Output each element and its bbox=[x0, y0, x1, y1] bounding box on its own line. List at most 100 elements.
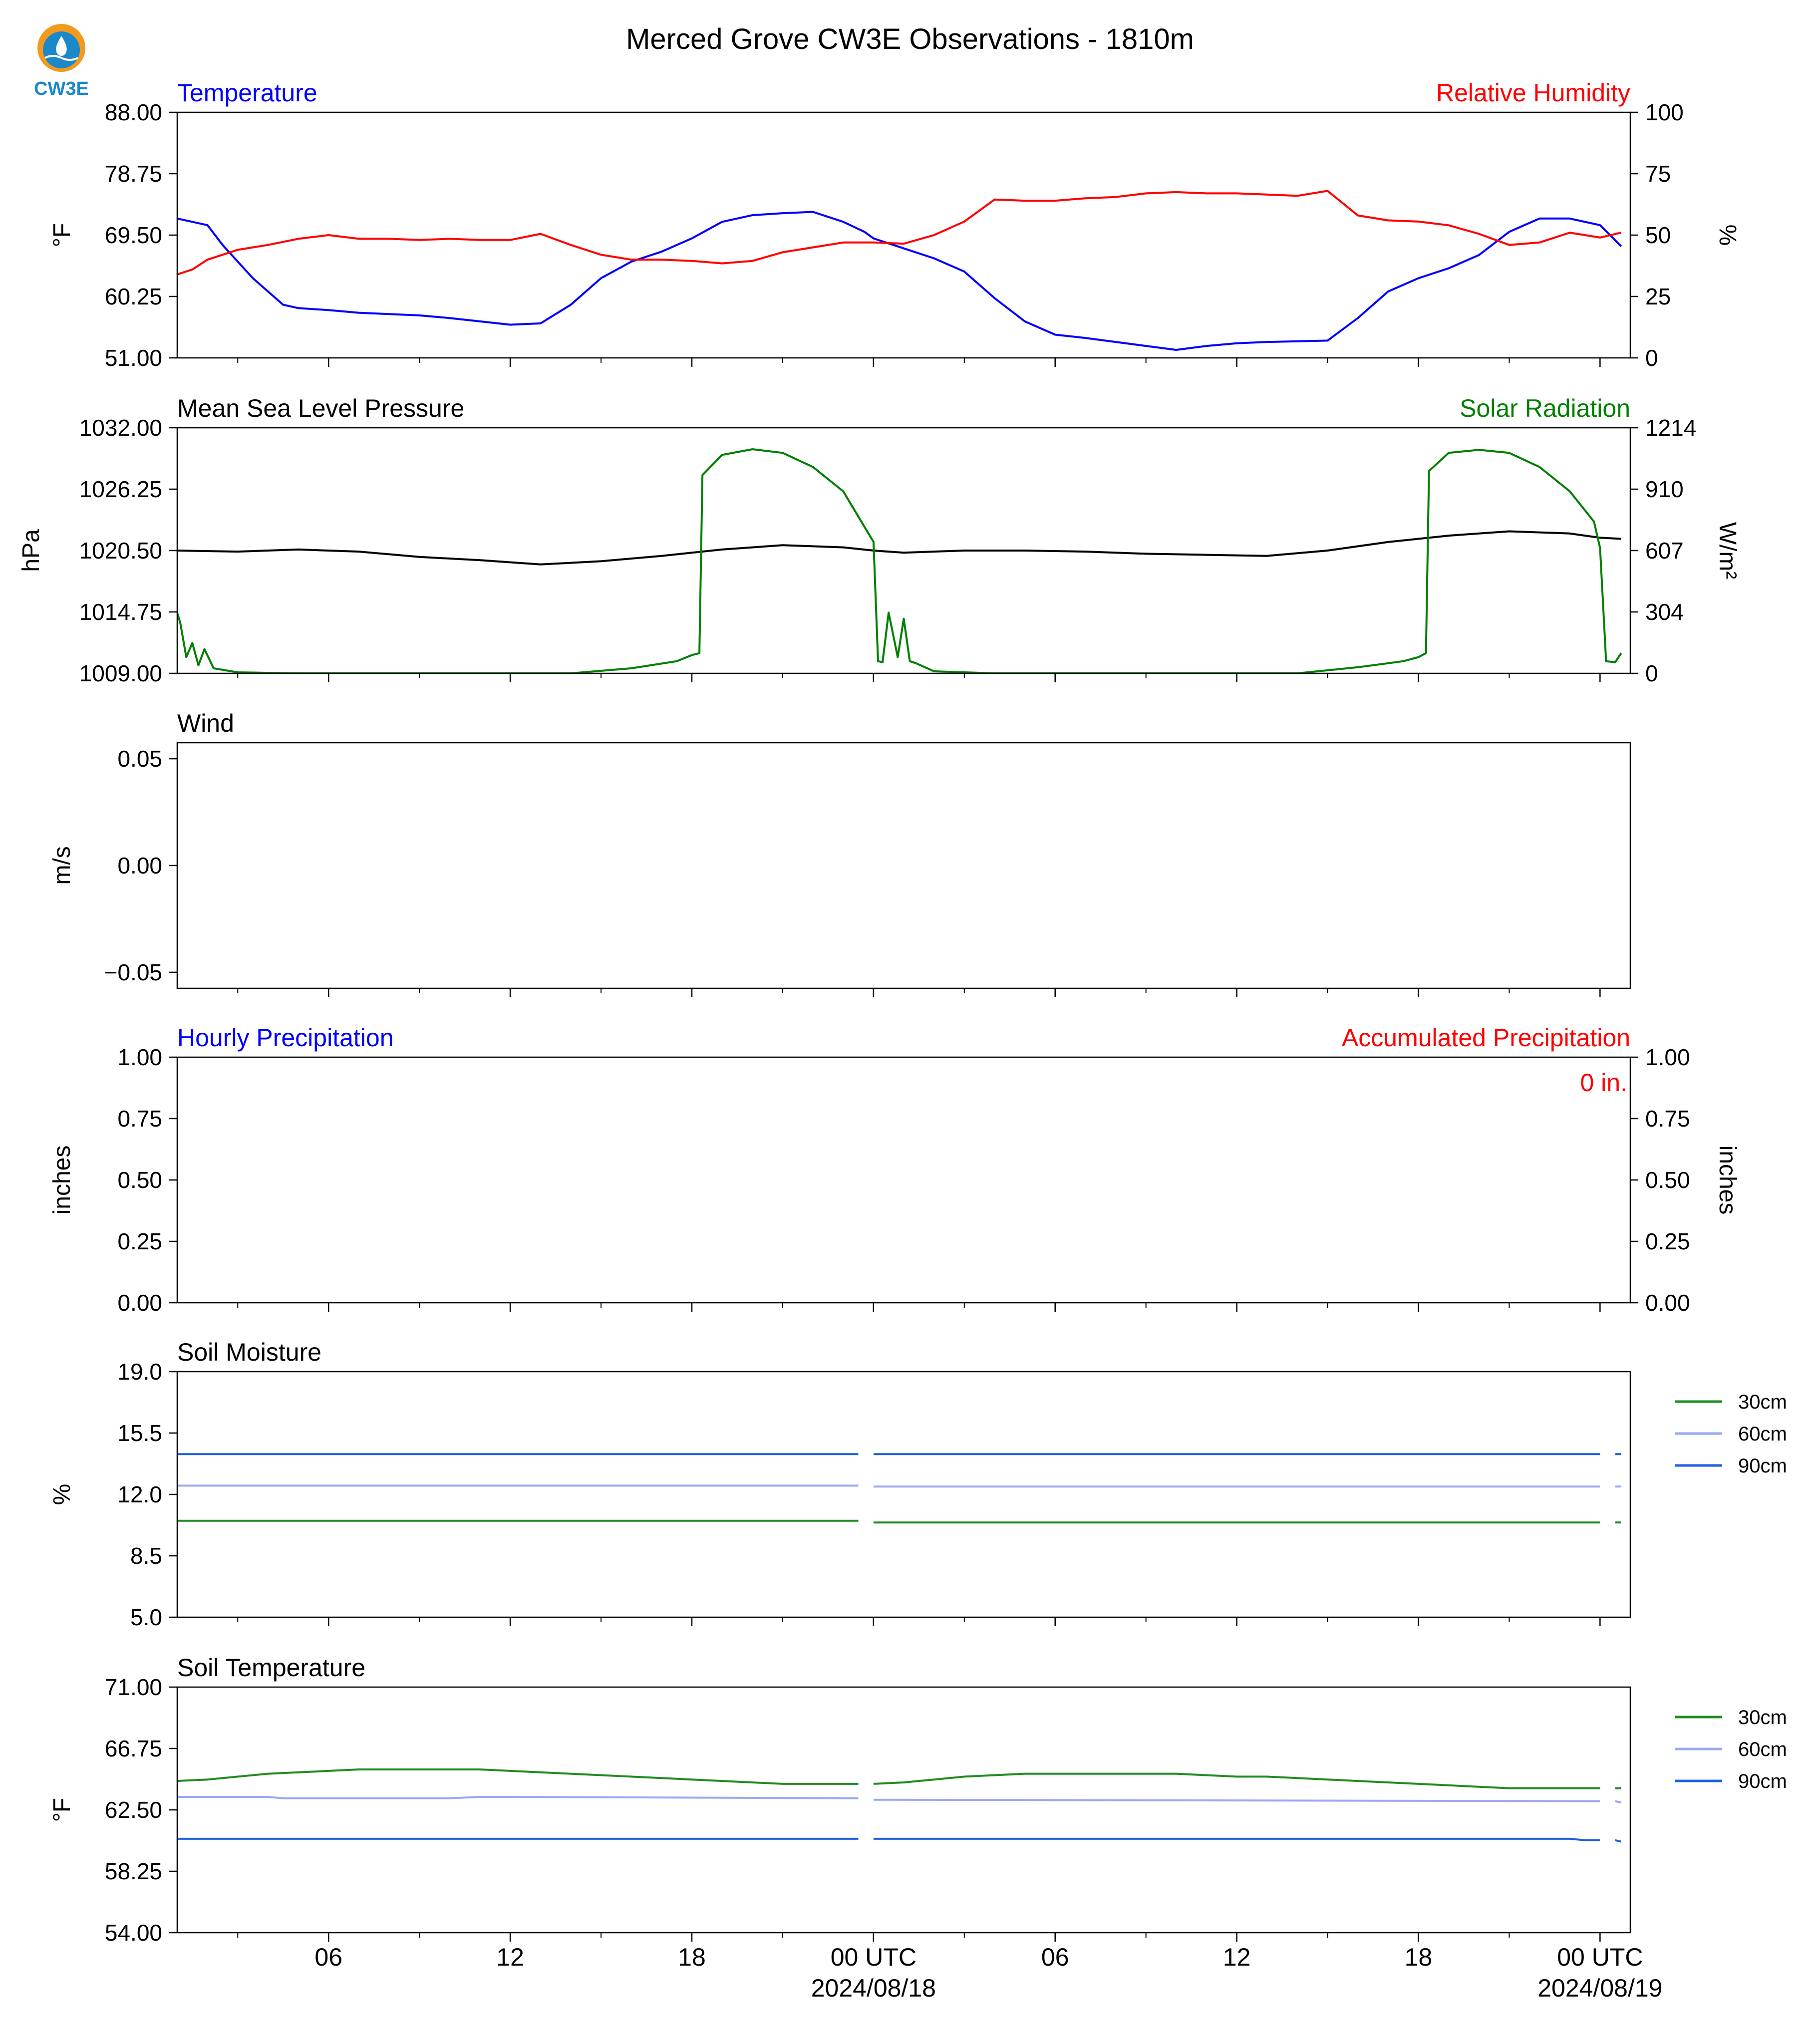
y-tick-label-right: 75 bbox=[1645, 161, 1671, 187]
y-tick-label-left: 8.5 bbox=[130, 1543, 162, 1569]
y-axis-label-left: °F bbox=[49, 223, 75, 248]
accumulated-total-label: 0 in. bbox=[1580, 1069, 1627, 1097]
y-tick-label-right: 607 bbox=[1645, 538, 1684, 564]
cw3e-logo: CW3E bbox=[34, 24, 89, 99]
y-tick-label-right: 0.75 bbox=[1645, 1106, 1690, 1132]
y-tick-label-right: 0.00 bbox=[1645, 1290, 1690, 1316]
series-group bbox=[177, 190, 1622, 351]
panel-soil_moisture: 5.0 8.5 12.0 15.5 19.0 Soil Moisture% 30cm 60cm… bbox=[49, 1338, 1787, 1630]
panel-title-left: Hourly Precipitation bbox=[177, 1024, 394, 1052]
x-tick-label: 00 UTC bbox=[1557, 1943, 1643, 1971]
y-tick-label-left: 1009.00 bbox=[79, 660, 162, 686]
x-tick-label: 18 bbox=[1405, 1943, 1433, 1971]
y-tick-label-left: 60.25 bbox=[105, 284, 162, 309]
panel-title-left: Soil Moisture bbox=[177, 1338, 321, 1366]
series-group bbox=[177, 448, 1622, 673]
x-tick-label: 18 bbox=[678, 1943, 706, 1971]
y-tick-label-left: 1020.50 bbox=[79, 538, 162, 564]
y-tick-label-left: 71.00 bbox=[105, 1674, 162, 1700]
y-tick-label-right: 910 bbox=[1645, 476, 1684, 502]
panels: 51.00 60.25 69.50 78.75 88.00 0 25 50 75 100 Tempe… bbox=[18, 79, 1787, 1946]
panel-title-right: Accumulated Precipitation bbox=[1342, 1024, 1630, 1052]
y-tick-label-left: 66.75 bbox=[105, 1736, 162, 1761]
series-group bbox=[177, 1453, 1621, 1524]
y-tick-label-left: 88.00 bbox=[105, 99, 162, 125]
y-tick-label-left: 0.05 bbox=[117, 746, 162, 772]
y-tick-label-right: 0.50 bbox=[1645, 1167, 1690, 1193]
series-line-temperature bbox=[177, 211, 1622, 351]
y-tick-label-left: 1014.75 bbox=[79, 599, 162, 625]
panel-soil_temperature: 54.00 58.25 62.50 66.75 71.00 Soil Temperatur… bbox=[49, 1654, 1787, 1946]
legend-label-30cm: 30cm bbox=[1738, 1707, 1787, 1729]
panel-temperature_rh: 51.00 60.25 69.50 78.75 88.00 0 25 50 75 100 Tempe… bbox=[49, 79, 1741, 371]
series-line-90cm bbox=[873, 1837, 1600, 1841]
panel-title-left: Wind bbox=[177, 709, 234, 737]
series-line-30cm bbox=[177, 1768, 859, 1785]
y-axis-label-left: % bbox=[49, 1484, 75, 1505]
y-tick-label-left: 1.00 bbox=[117, 1044, 162, 1070]
y-tick-label-right: 0 bbox=[1645, 660, 1658, 686]
panel-title-left: Mean Sea Level Pressure bbox=[177, 394, 464, 422]
y-tick-label-right: 304 bbox=[1645, 599, 1684, 625]
logo-text: CW3E bbox=[34, 78, 89, 99]
panel-precipitation: 0.00 0.25 0.50 0.75 1.00 0.00 0.25 0.50 0.75 1.00… bbox=[49, 1024, 1741, 1316]
y-tick-label-right: 1214 bbox=[1645, 415, 1696, 441]
y-axis-label-right: W/m² bbox=[1714, 522, 1741, 579]
x-date-label: 2024/08/18 bbox=[811, 1974, 936, 2002]
legend-label-60cm: 60cm bbox=[1738, 1738, 1787, 1760]
y-tick-label-right: 0.25 bbox=[1645, 1228, 1690, 1254]
y-tick-label-left: 51.00 bbox=[105, 345, 162, 371]
y-tick-label-left: 58.25 bbox=[105, 1858, 162, 1884]
x-tick-label: 12 bbox=[1223, 1943, 1251, 1971]
series-line-60cm bbox=[873, 1798, 1600, 1802]
legend-label-60cm: 60cm bbox=[1738, 1423, 1787, 1445]
legend: 30cm 60cm 90cm bbox=[1675, 1391, 1787, 1477]
y-tick-label-left: 62.50 bbox=[105, 1797, 162, 1823]
panel-title-right: Relative Humidity bbox=[1436, 79, 1630, 107]
y-tick-label-left: 12.0 bbox=[117, 1481, 162, 1507]
y-tick-label-left: 0.25 bbox=[117, 1228, 162, 1254]
y-tick-label-left: 69.50 bbox=[105, 222, 162, 248]
x-tick-label: 00 UTC bbox=[831, 1943, 916, 1971]
x-date-label: 2024/08/19 bbox=[1537, 1974, 1662, 2002]
x-tick-label: 12 bbox=[496, 1943, 524, 1971]
x-tick-label: 06 bbox=[1041, 1943, 1069, 1971]
series-line-60cm bbox=[1615, 1800, 1622, 1804]
panel-title-left: Temperature bbox=[177, 79, 317, 107]
y-tick-label-right: 50 bbox=[1645, 222, 1671, 248]
y-tick-label-left: 0.00 bbox=[117, 1290, 162, 1316]
y-tick-label-left: 15.5 bbox=[117, 1420, 162, 1446]
legend: 30cm 60cm 90cm bbox=[1675, 1707, 1787, 1792]
y-tick-label-right: 0 bbox=[1645, 345, 1658, 371]
y-tick-label-right: 100 bbox=[1645, 99, 1684, 125]
series-group bbox=[177, 1768, 1622, 1843]
y-tick-label-left: −0.05 bbox=[104, 959, 162, 985]
y-tick-label-left: 0.00 bbox=[117, 853, 162, 878]
panel-pressure_solar: 1009.00 1014.75 1020.50 1026.25 1032.00 0 304 6… bbox=[18, 394, 1741, 686]
legend-label-90cm: 90cm bbox=[1738, 1770, 1787, 1792]
y-axis-label-left: hPa bbox=[18, 529, 44, 572]
y-tick-label-left: 78.75 bbox=[105, 161, 162, 187]
y-tick-label-left: 5.0 bbox=[130, 1604, 162, 1630]
y-tick-label-left: 1026.25 bbox=[79, 476, 162, 502]
series-line-relative-humidity bbox=[177, 190, 1622, 276]
logo-drop-icon bbox=[56, 36, 67, 56]
y-axis-label-left: m/s bbox=[49, 846, 75, 884]
series-line-30cm bbox=[873, 1772, 1600, 1789]
series-line-solar-radiation bbox=[177, 448, 1622, 673]
y-tick-label-right: 25 bbox=[1645, 284, 1671, 309]
x-tick-label: 06 bbox=[314, 1943, 342, 1971]
panel-title-left: Soil Temperature bbox=[177, 1654, 365, 1682]
series-line-60cm bbox=[177, 1796, 859, 1799]
y-axis-label-right: inches bbox=[1714, 1146, 1741, 1215]
panel-title-right: Solar Radiation bbox=[1460, 394, 1630, 422]
y-tick-label-left: 54.00 bbox=[105, 1920, 162, 1946]
y-tick-label-left: 1032.00 bbox=[79, 415, 162, 441]
y-tick-label-left: 0.50 bbox=[117, 1167, 162, 1193]
legend-label-90cm: 90cm bbox=[1738, 1455, 1787, 1477]
x-axis-labels: 06 12 18 00 UTC 2024/08/18 06 12 18 00 UTC 2024/0… bbox=[314, 1943, 1662, 2002]
figure-title: Merced Grove CW3E Observations - 1810m bbox=[626, 23, 1194, 55]
y-axis-label-right: % bbox=[1714, 225, 1741, 246]
